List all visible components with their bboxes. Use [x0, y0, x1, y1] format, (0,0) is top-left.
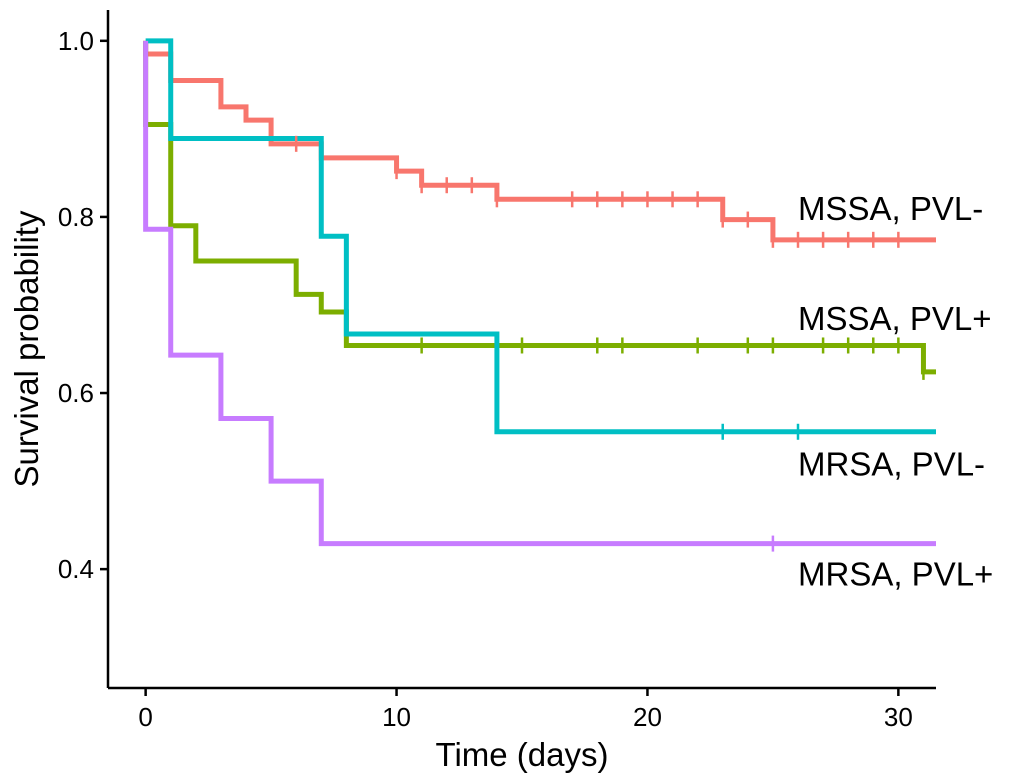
x-tick-label: 20	[633, 702, 662, 732]
survival-curve-3	[143, 40, 936, 547]
y-axis-ticks: 0.4 0.6 0.8 1.0	[58, 26, 108, 584]
censor-marks	[294, 135, 925, 552]
series-label: MSSA, PVL+	[798, 300, 992, 337]
survival-curves	[143, 38, 936, 547]
x-tick-label: 10	[382, 702, 411, 732]
series-label: MSSA, PVL-	[798, 190, 983, 227]
survival-curve-1	[143, 40, 936, 375]
y-tick-label: 1.0	[58, 26, 94, 56]
x-tick-label: 30	[884, 702, 913, 732]
survival-curve-2	[145, 38, 936, 435]
y-tick-label: 0.6	[58, 378, 94, 408]
x-axis-title: Time (days)	[436, 736, 609, 773]
series-label: MRSA, PVL-	[798, 445, 985, 482]
y-axis-title: Survival probability	[8, 210, 45, 487]
series-labels: MSSA, PVL- MSSA, PVL+ MRSA, PVL- MRSA, PVL+	[798, 190, 993, 592]
y-tick-label: 0.8	[58, 202, 94, 232]
y-tick-label: 0.4	[58, 554, 94, 584]
series-label: MRSA, PVL+	[798, 556, 993, 593]
x-axis-ticks: 0 10 20 30	[138, 688, 913, 732]
x-tick-label: 0	[138, 702, 152, 732]
